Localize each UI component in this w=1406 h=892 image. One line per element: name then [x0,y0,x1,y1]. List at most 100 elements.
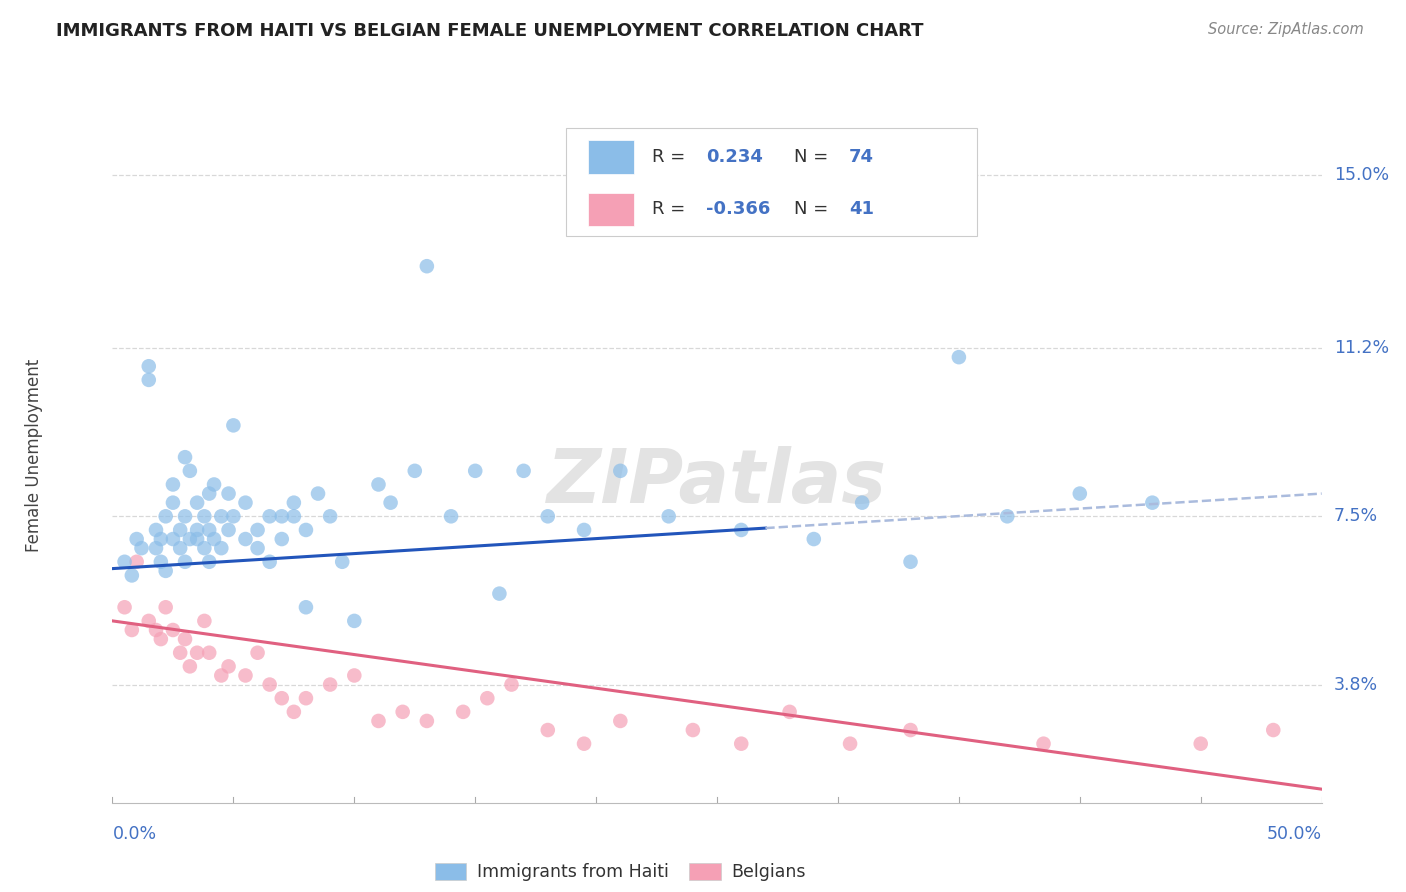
Point [779,705,801,719]
Point [125,532,148,546]
Point [259,555,281,569]
Point [295,691,318,706]
Point [114,600,136,615]
Point [186,496,208,510]
Point [235,668,257,682]
Point [319,677,342,691]
Text: N =: N = [794,201,834,219]
Point [900,555,922,569]
Point [174,632,197,646]
Point [222,418,245,433]
Point [343,668,366,682]
Point [948,350,970,364]
Text: 41: 41 [849,201,875,219]
Point [209,668,232,682]
Point [209,541,232,556]
Point [138,373,160,387]
Point [367,714,389,728]
Point [537,723,560,737]
Point [730,523,752,537]
Point [572,523,595,537]
Point [218,523,240,537]
Point [179,659,201,673]
Point [162,477,184,491]
Point [145,541,167,556]
Point [839,737,862,751]
Point [283,496,305,510]
Point [218,659,240,673]
Point [114,555,136,569]
Point [259,677,281,691]
Legend: Immigrants from Haiti, Belgians: Immigrants from Haiti, Belgians [427,856,813,888]
Point [149,532,172,546]
Point [246,646,269,660]
Point [900,723,922,737]
Point [138,614,160,628]
Point [851,496,873,510]
Point [179,532,201,546]
Point [283,705,305,719]
Text: 74: 74 [849,148,875,166]
Text: 15.0%: 15.0% [1334,166,1389,185]
Point [295,523,318,537]
Text: N =: N = [794,148,834,166]
Text: R =: R = [652,148,690,166]
Point [174,509,197,524]
Point [202,532,225,546]
Text: 0.234: 0.234 [706,148,763,166]
Point [125,555,148,569]
Point [609,714,631,728]
Point [218,486,240,500]
Text: 0.0%: 0.0% [112,825,156,843]
Point [609,464,631,478]
Point [198,523,221,537]
Point [222,509,245,524]
Point [131,541,153,556]
Point [162,532,184,546]
Point [162,496,184,510]
Point [330,555,353,569]
FancyBboxPatch shape [565,128,977,235]
Text: ZIPatlas: ZIPatlas [547,446,887,519]
Point [259,509,281,524]
Point [198,646,221,660]
Point [1069,486,1091,500]
Point [149,632,172,646]
Text: 11.2%: 11.2% [1334,339,1389,357]
Point [169,523,191,537]
Point [464,464,486,478]
Point [235,532,257,546]
Text: R =: R = [652,201,690,219]
Point [270,691,292,706]
Point [488,586,510,600]
Point [174,555,197,569]
Text: 50.0%: 50.0% [1267,825,1322,843]
Point [803,532,825,546]
Point [451,705,474,719]
Point [193,541,215,556]
Point [391,705,413,719]
Text: Female Unemployment: Female Unemployment [25,359,44,551]
Point [155,600,177,615]
Point [512,464,534,478]
Point [186,523,208,537]
Point [149,555,172,569]
Point [307,486,329,500]
Point [343,614,366,628]
Point [440,509,463,524]
Text: IMMIGRANTS FROM HAITI VS BELGIAN FEMALE UNEMPLOYMENT CORRELATION CHART: IMMIGRANTS FROM HAITI VS BELGIAN FEMALE … [56,22,924,40]
Point [477,691,499,706]
Point [1263,723,1285,737]
Point [193,614,215,628]
Point [537,509,560,524]
FancyBboxPatch shape [588,193,634,226]
Point [169,646,191,660]
Point [198,555,221,569]
Point [198,486,221,500]
Point [995,509,1018,524]
Point [193,509,215,524]
Point [501,677,523,691]
Point [186,532,208,546]
Point [283,509,305,524]
Text: 7.5%: 7.5% [1334,508,1378,525]
